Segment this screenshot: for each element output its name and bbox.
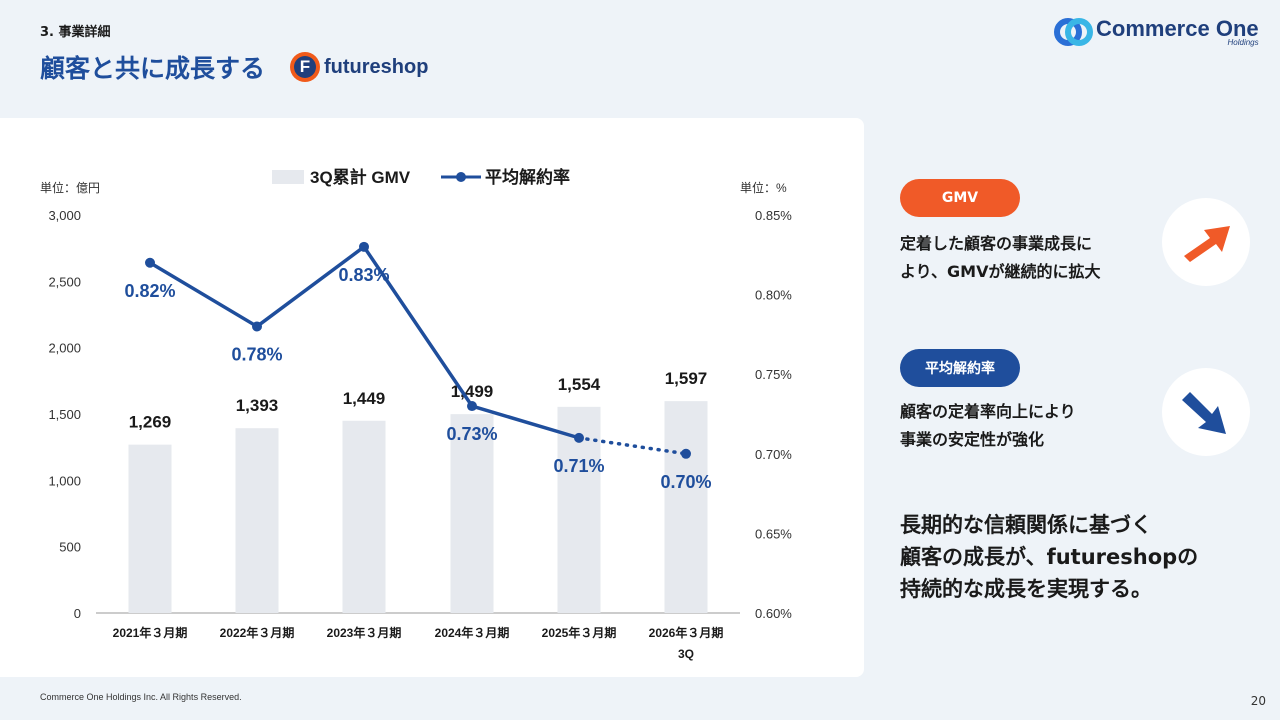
futureshop-logo-name: futureshop xyxy=(324,55,429,78)
gmv-bar xyxy=(342,420,386,613)
legend-label-churn: 平均解約率 xyxy=(485,167,570,187)
x-axis-category-sublabel: 3Q xyxy=(678,647,694,661)
churn-point xyxy=(467,401,477,412)
commerce-one-logo: Commerce One Holdings xyxy=(1054,16,1259,48)
page-number: 20 xyxy=(1250,694,1266,708)
x-axis-category-label: 2021年３月期 xyxy=(113,625,188,640)
churn-point xyxy=(145,257,155,268)
churn-description: 顧客の定着率向上により 事業の安定性が強化 xyxy=(900,402,1076,449)
gmv-description: 定着した顧客の事業成長に より、GMVが継続的に拡大 xyxy=(900,234,1101,281)
legend-swatch-gmv xyxy=(272,170,304,184)
gmv-pill: GMV xyxy=(900,179,1020,217)
gmv-trend-badge xyxy=(1162,198,1250,286)
arrow-up-right-icon xyxy=(1184,226,1230,262)
gmv-bar xyxy=(450,414,494,613)
right-axis-tick-label: 0.75% xyxy=(755,367,792,382)
churn-value-label: 0.82% xyxy=(124,281,175,301)
churn-point xyxy=(574,432,584,443)
gmv-bar-value-label: 1,449 xyxy=(343,389,386,408)
x-axis-category-label: 2023年３月期 xyxy=(327,625,402,640)
left-axis-tick-label: 1,000 xyxy=(48,473,81,488)
left-axis-tick-label: 3,000 xyxy=(48,208,81,223)
right-axis-tick-label: 0.65% xyxy=(755,526,792,541)
summary-message: 長期的な信頼関係に基づく 顧客の成長が、futureshopの 持続的な成長を実… xyxy=(900,513,1199,601)
page-title: 顧客と共に成長する xyxy=(40,54,266,83)
copyright: Commerce One Holdings Inc. All Rights Re… xyxy=(40,692,242,702)
left-axis-tick-label: 1,500 xyxy=(48,407,81,422)
gmv-bar-value-label: 1,269 xyxy=(129,413,172,432)
churn-point xyxy=(359,241,369,252)
gmv-bar xyxy=(235,428,279,613)
churn-pill: 平均解約率 xyxy=(900,349,1020,387)
legend-swatch-churn-marker xyxy=(456,172,466,182)
x-axis-category-label: 2025年３月期 xyxy=(542,625,617,640)
commerce-one-logo-sub: Holdings xyxy=(1227,38,1259,47)
gmv-bar-value-label: 1,393 xyxy=(236,396,279,415)
left-axis-unit: 単位：億円 xyxy=(40,180,100,195)
left-axis-tick-label: 2,500 xyxy=(48,274,81,289)
left-axis-tick-label: 2,000 xyxy=(48,341,81,356)
commerce-one-rings-icon xyxy=(1054,16,1093,48)
churn-trend-badge xyxy=(1162,368,1250,456)
gmv-bar xyxy=(128,444,172,613)
x-axis-category-label: 2022年３月期 xyxy=(220,625,295,640)
right-axis-tick-label: 0.80% xyxy=(755,288,792,303)
right-axis-unit: 単位：% xyxy=(740,180,787,195)
churn-value-label: 0.71% xyxy=(553,456,604,476)
churn-value-label: 0.78% xyxy=(231,344,282,364)
gmv-bar-value-label: 1,554 xyxy=(558,375,601,394)
right-axis-tick-label: 0.60% xyxy=(755,606,792,621)
futureshop-logo-mark: F xyxy=(290,52,320,82)
churn-point xyxy=(681,448,691,459)
churn-value-label: 0.83% xyxy=(338,265,389,285)
section-label: 3. 事業詳細 xyxy=(40,25,111,40)
gmv-bar xyxy=(664,401,708,613)
gmv-bar-value-label: 1,499 xyxy=(451,382,494,401)
left-axis-tick-label: 500 xyxy=(59,540,81,555)
arrow-down-right-icon xyxy=(1182,392,1226,434)
futureshop-logo-letter: F xyxy=(294,56,316,78)
x-axis-category-label: 2024年３月期 xyxy=(435,625,510,640)
right-axis-tick-label: 0.85% xyxy=(755,208,792,223)
churn-point xyxy=(252,321,262,332)
churn-line-forecast-segment xyxy=(577,436,688,456)
right-axis-tick-label: 0.70% xyxy=(755,447,792,462)
churn-value-label: 0.70% xyxy=(660,472,711,492)
futureshop-logo: F futureshop xyxy=(290,52,428,82)
commerce-one-logo-name: Commerce One xyxy=(1096,16,1259,41)
legend-label-gmv: 3Q累計 GMV xyxy=(310,167,411,187)
left-axis-tick-label: 0 xyxy=(74,606,81,621)
churn-value-label: 0.73% xyxy=(446,424,497,444)
gmv-bar-value-label: 1,597 xyxy=(665,369,708,388)
x-axis-category-label: 2026年３月期 xyxy=(649,625,724,640)
